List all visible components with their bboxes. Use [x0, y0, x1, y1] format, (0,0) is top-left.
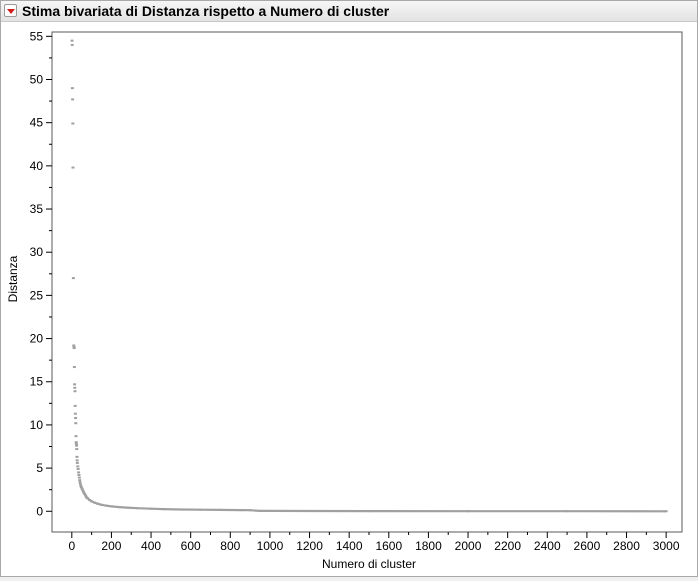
y-axis: 0 5 10 15 20 25 30 35 40 45 50 55 [30, 29, 52, 518]
x-axis: 0 200 400 600 800 1000 1200 1400 1600 1800 2000 220… [68, 532, 680, 553]
report-titlebar: Stima bivariata di Distanza rispetto a N… [1, 1, 697, 22]
data-point [70, 87, 74, 90]
data-point [71, 166, 75, 169]
y-tick-label: 50 [30, 72, 44, 86]
data-point [76, 465, 80, 468]
x-tick-label: 2000 [455, 539, 482, 553]
y-tick-label: 30 [30, 245, 44, 259]
x-tick-label: 800 [220, 539, 240, 553]
data-point [74, 442, 78, 445]
data-point [75, 444, 79, 447]
data-point [72, 366, 76, 369]
data-point [77, 474, 81, 477]
x-tick-label: 1000 [257, 539, 284, 553]
y-axis-label: Distanza [6, 255, 20, 302]
x-tick-label: 2400 [534, 539, 561, 553]
y-tick-label: 25 [30, 288, 44, 302]
data-point [77, 476, 81, 479]
data-point [72, 344, 76, 347]
x-tick-label: 2800 [613, 539, 640, 553]
x-axis-label: Numero di cluster [322, 557, 416, 571]
data-point [77, 471, 81, 474]
y-tick-label: 5 [36, 461, 43, 475]
data-points [70, 39, 668, 513]
data-point [73, 404, 77, 407]
bivariate-scatter-chart: 0 200 400 600 800 1000 1200 1400 1600 1800 2000 220… [6, 29, 683, 571]
x-tick-label: 200 [101, 539, 121, 553]
data-point [70, 43, 74, 46]
data-point [73, 383, 77, 386]
data-point [71, 98, 75, 101]
y-tick-label: 40 [30, 159, 44, 173]
x-tick-label: 400 [141, 539, 161, 553]
data-point [75, 455, 79, 458]
data-point [76, 467, 80, 470]
data-point [71, 122, 75, 125]
data-point [73, 386, 77, 389]
data-point [73, 412, 77, 415]
data-point [74, 422, 78, 425]
x-tick-label: 1600 [375, 539, 402, 553]
chart-area: 0 200 400 600 800 1000 1200 1400 1600 1800 2000 220… [1, 22, 697, 576]
data-point [75, 459, 79, 462]
x-tick-label: 2200 [494, 539, 521, 553]
data-point [74, 441, 78, 444]
data-point [74, 417, 78, 420]
data-point [72, 347, 76, 350]
y-tick-label: 35 [30, 202, 44, 216]
x-tick-label: 600 [181, 539, 201, 553]
data-point-band [78, 480, 667, 513]
y-tick-label: 45 [30, 116, 44, 130]
x-tick-label: 1200 [296, 539, 323, 553]
plot-frame [51, 31, 683, 533]
x-tick-label: 3000 [653, 539, 680, 553]
data-point [71, 277, 75, 280]
y-tick-label: 15 [30, 375, 44, 389]
data-point [70, 39, 74, 42]
red-triangle-menu-icon[interactable] [4, 4, 17, 17]
data-point [73, 390, 77, 393]
y-tick-label: 55 [30, 29, 44, 43]
y-tick-label: 10 [30, 418, 44, 432]
report-title: Stima bivariata di Distanza rispetto a N… [22, 3, 390, 19]
y-tick-label: 0 [36, 504, 43, 518]
data-point [78, 479, 82, 482]
data-point [75, 448, 79, 451]
x-tick-label: 1800 [415, 539, 442, 553]
data-point [75, 461, 79, 464]
y-tick-label: 20 [30, 332, 44, 346]
x-tick-label: 2600 [574, 539, 601, 553]
x-tick-label: 0 [68, 539, 75, 553]
data-point [74, 435, 78, 438]
x-tick-label: 1400 [336, 539, 363, 553]
